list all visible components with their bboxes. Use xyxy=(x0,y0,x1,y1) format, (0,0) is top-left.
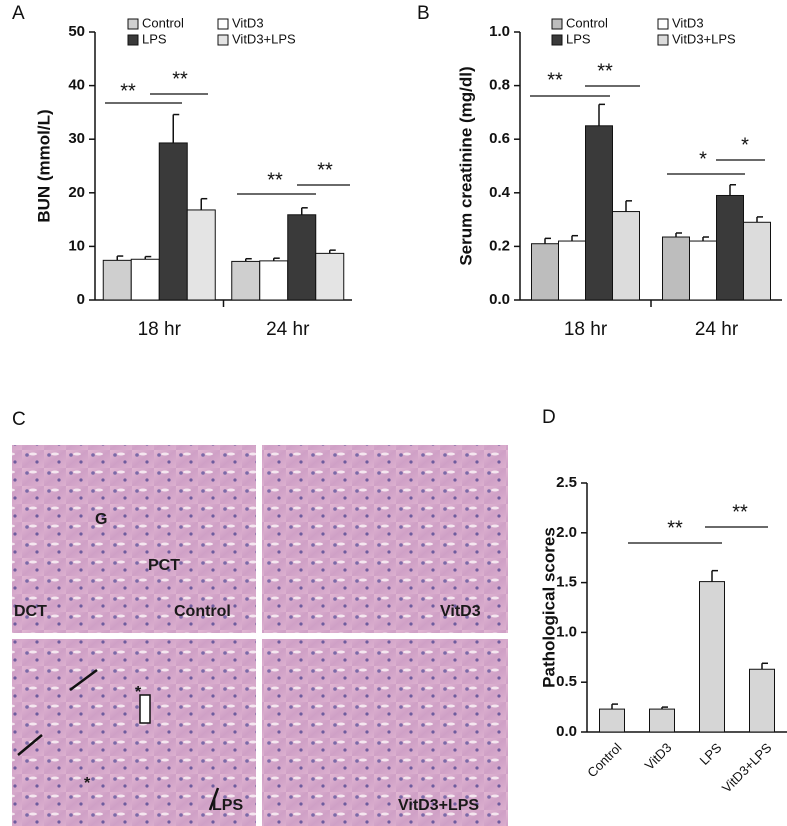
y-tick-label: 0.0 xyxy=(556,723,577,740)
legend-swatch xyxy=(127,18,139,30)
panel-label: B xyxy=(417,3,430,24)
y-tick-label: 1.0 xyxy=(556,623,577,640)
significance-label: ** xyxy=(317,159,333,181)
y-tick-label: 0.8 xyxy=(489,77,510,94)
bar xyxy=(662,236,690,301)
bar xyxy=(231,260,261,301)
y-tick-label: 20 xyxy=(68,184,85,201)
bar xyxy=(689,240,717,301)
image-label: DCT xyxy=(14,603,47,620)
significance-label: ** xyxy=(667,517,683,539)
significance-label: * xyxy=(699,148,707,170)
image-label: PCT xyxy=(148,557,180,574)
legend-swatch xyxy=(217,34,229,46)
significance-label: * xyxy=(741,134,749,156)
arrows xyxy=(17,668,220,811)
image-label: * xyxy=(135,684,142,701)
y-tick-label: 1.5 xyxy=(556,574,577,591)
panel-label: A xyxy=(12,3,25,24)
legend-label: VitD3+LPS xyxy=(672,31,736,46)
legend-label: LPS xyxy=(566,31,591,46)
y-tick-label: 40 xyxy=(68,77,85,94)
y-tick-label: 1.0 xyxy=(489,23,510,40)
bar xyxy=(558,240,586,301)
y-tick-label: 0 xyxy=(77,291,85,308)
image-label: * xyxy=(84,775,91,792)
legend-label: VitD3 xyxy=(232,15,264,30)
bar xyxy=(743,221,771,301)
x-tick-label: VitD3 xyxy=(642,740,675,773)
legend-label: LPS xyxy=(142,31,167,46)
y-tick-label: 30 xyxy=(68,130,85,147)
bar xyxy=(259,260,289,301)
x-tick-label: LPS xyxy=(697,740,725,768)
x-tick-label: 18 hr xyxy=(564,319,608,340)
legend-swatch xyxy=(127,34,139,46)
image-caption: VitD3+LPS xyxy=(398,797,479,814)
histology-panel: G PCT DCT Control VitD3 * * LPS VitD3+LP… xyxy=(12,445,508,826)
y-tick-label: 0.5 xyxy=(556,673,577,690)
y-tick-label: 0.0 xyxy=(489,291,510,308)
legend-swatch xyxy=(551,34,563,46)
micrograph xyxy=(262,639,508,826)
significance-label: ** xyxy=(172,68,188,90)
x-tick-label: 24 hr xyxy=(695,319,739,340)
x-tick-label: VitD3+LPS xyxy=(719,740,775,796)
legend-swatch xyxy=(657,34,669,46)
legend-label: VitD3+LPS xyxy=(232,31,296,46)
significance-label: ** xyxy=(597,60,613,82)
x-tick-label: 24 hr xyxy=(266,319,310,340)
bar xyxy=(531,243,559,301)
micrograph xyxy=(12,445,256,633)
y-axis-label: Pathological scores xyxy=(539,527,558,688)
bar xyxy=(130,258,160,301)
image-label: G xyxy=(95,511,107,528)
y-tick-label: 50 xyxy=(68,23,85,40)
significance-label: ** xyxy=(120,80,136,102)
y-tick-label: 0.4 xyxy=(489,184,511,201)
significance-label: ** xyxy=(267,169,283,191)
bar xyxy=(186,209,216,301)
y-tick-label: 2.5 xyxy=(556,474,577,491)
x-tick-label: 18 hr xyxy=(138,319,182,340)
image-caption: Control xyxy=(174,603,231,620)
legend-label: VitD3 xyxy=(672,15,704,30)
significance-label: ** xyxy=(732,501,748,523)
image-caption: LPS xyxy=(212,797,243,814)
legend-label: Control xyxy=(566,15,608,30)
bar xyxy=(599,708,625,733)
y-tick-label: 0.6 xyxy=(489,130,510,147)
legend-swatch xyxy=(551,18,563,30)
panel-label: D xyxy=(542,407,556,428)
y-tick-label: 2.0 xyxy=(556,524,577,541)
image-caption: VitD3 xyxy=(440,603,481,620)
significance-label: ** xyxy=(547,69,563,91)
bar xyxy=(287,214,317,301)
panel-label: C xyxy=(12,409,26,430)
bar xyxy=(612,211,640,301)
legend-swatch xyxy=(657,18,669,30)
bar xyxy=(158,142,188,301)
x-tick-label: Control xyxy=(584,740,624,780)
bar xyxy=(699,581,725,733)
bar xyxy=(585,125,613,301)
y-axis-label: Serum creatinine (mg/dl) xyxy=(456,66,475,265)
bar xyxy=(649,708,675,733)
legend-swatch xyxy=(217,18,229,30)
legend-label: Control xyxy=(142,15,184,30)
bar xyxy=(102,259,132,301)
y-tick-label: 0.2 xyxy=(489,237,510,254)
micrograph xyxy=(262,445,508,633)
y-tick-label: 10 xyxy=(68,237,85,254)
y-axis-label: BUN (mmol/L) xyxy=(34,109,53,222)
bar xyxy=(749,668,775,733)
bar xyxy=(315,252,345,301)
bar xyxy=(716,194,744,301)
